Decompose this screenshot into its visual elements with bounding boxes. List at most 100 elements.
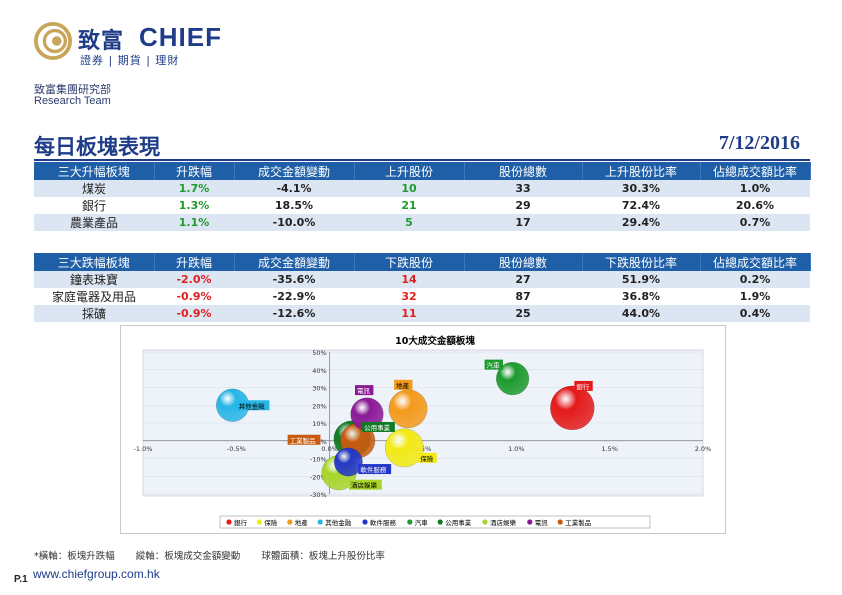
y-tick-label: -10% bbox=[310, 456, 327, 464]
legend-swatch bbox=[226, 519, 232, 525]
legend-swatch bbox=[407, 519, 413, 525]
top-gainers-table: 三大升幅板塊 升跌幅 成交金額變動 上升股份 股份總數 上升股份比率 佔總成交額… bbox=[34, 162, 811, 231]
legend-swatch bbox=[437, 519, 443, 525]
table-cell: 44.0% bbox=[582, 305, 700, 322]
y-tick-label: 20% bbox=[312, 402, 326, 410]
table-header-cell: 下跌股份 bbox=[354, 253, 465, 271]
bubble-label: 銀行 bbox=[576, 382, 590, 391]
bubble-label-box bbox=[574, 380, 593, 391]
table-cell: 72.4% bbox=[621, 199, 661, 212]
footnote-bubble: 球體面積：板塊上升股份比率 bbox=[261, 551, 385, 562]
table-cell: -12.6% bbox=[234, 305, 354, 322]
table-header-cell: 下跌股份比率 bbox=[582, 253, 701, 271]
bubble-label: 電訊 bbox=[357, 386, 371, 395]
table-cell: 銀行 bbox=[81, 199, 106, 213]
department-cn: 致富集團研究部 bbox=[34, 83, 111, 96]
table-cell: 5 bbox=[354, 214, 464, 231]
table-cell: 11 bbox=[354, 305, 464, 322]
footnote-y-axis: 縱軸：板塊成交金額變動 bbox=[135, 551, 241, 562]
table-cell: 1.1% bbox=[154, 214, 234, 231]
table-header-cell: 股份總數 bbox=[464, 253, 583, 271]
table-row: 煤炭 1.7% -4.1% 10 33 30.3% 1.0% bbox=[34, 180, 810, 197]
legend-label: 電訊 bbox=[535, 518, 549, 527]
table-header-cell: 成交金額變動 bbox=[234, 253, 355, 271]
table-header-cell: 升跌幅 bbox=[154, 162, 235, 180]
bubble-label-box bbox=[394, 379, 413, 390]
table-cell: 27 bbox=[464, 271, 582, 288]
logo-subtitle: 證券 | 期貨 | 理財 bbox=[80, 54, 180, 67]
y-tick-label: 30% bbox=[312, 385, 326, 393]
legend-swatch bbox=[362, 519, 368, 525]
logo-mark-icon bbox=[34, 22, 72, 60]
chart-footnote: *橫軸：板塊升跌幅 縱軸：板塊成交金額變動 球體面積：板塊上升股份比率 bbox=[34, 548, 403, 562]
table-header-row: 三大跌幅板塊 升跌幅 成交金額變動 下跌股份 股份總數 下跌股份比率 佔總成交額… bbox=[34, 253, 811, 271]
table-cell: -22.9% bbox=[272, 290, 316, 303]
table-cell: -10.0% bbox=[234, 214, 354, 231]
y-tick-label: -20% bbox=[310, 473, 327, 481]
bubble-label: 地產 bbox=[396, 381, 410, 390]
bubble-label: 公用事業 bbox=[364, 423, 391, 432]
bubble-label: 酒店娛樂 bbox=[351, 481, 378, 490]
legend-label: 其他金融 bbox=[325, 518, 352, 527]
bubble-label-box bbox=[287, 434, 321, 445]
top-losers-table: 三大跌幅板塊 升跌幅 成交金額變動 下跌股份 股份總數 下跌股份比率 佔總成交額… bbox=[34, 253, 811, 322]
table-cell: 0.2% bbox=[700, 271, 810, 288]
table-row: 銀行 1.3% 18.5% 21 29 72.4% 20.6% bbox=[34, 197, 810, 214]
legend-swatch bbox=[482, 519, 488, 525]
title-divider bbox=[34, 159, 810, 161]
table-cell: -0.9% bbox=[154, 305, 234, 322]
table-cell: -35.6% bbox=[234, 271, 354, 288]
department-en: Research Team bbox=[34, 95, 111, 107]
y-tick-label: 40% bbox=[312, 367, 326, 375]
x-tick-label: 1.0% bbox=[508, 445, 525, 453]
logo-cn-text: 致富 bbox=[78, 29, 125, 54]
table-cell: 鐘表珠寶 bbox=[34, 271, 154, 288]
chart-legend: 銀行 保險 地產 其他金融 軟件服務 汽車 公用事業 酒店娛樂 電訊 工業製品 bbox=[219, 515, 651, 529]
bubble-銀行 bbox=[550, 385, 595, 431]
report-date: 7/12/2016 bbox=[718, 132, 800, 154]
table-cell: 14 bbox=[354, 271, 464, 288]
table-header-cell: 股份總數 bbox=[464, 162, 583, 180]
bubble-label-box bbox=[358, 464, 392, 475]
x-tick-label: 0.0% bbox=[321, 445, 338, 453]
table-cell: 21 bbox=[401, 199, 417, 212]
table-row: 採礦 -0.9% -12.6% 11 25 44.0% 0.4% bbox=[34, 305, 810, 322]
legend-label: 汽車 bbox=[415, 518, 429, 527]
page-number: P.1 bbox=[14, 574, 28, 585]
legend-label: 公用事業 bbox=[445, 518, 472, 527]
table-cell: 0.7% bbox=[700, 214, 810, 231]
table-cell: 煤炭 bbox=[34, 180, 154, 197]
table-cell: 1.3% bbox=[178, 199, 210, 212]
legend-label: 地產 bbox=[295, 518, 309, 527]
table-cell: 29 bbox=[515, 199, 531, 212]
legend-label: 工業製品 bbox=[565, 518, 591, 527]
bubble-label: 軟件服務 bbox=[360, 465, 387, 474]
bubble-label-box bbox=[236, 400, 270, 411]
bubble-label-box bbox=[349, 479, 382, 490]
table-cell: -4.1% bbox=[234, 180, 354, 197]
table-cell: 0.4% bbox=[700, 305, 810, 322]
x-tick-label: 1.5% bbox=[601, 445, 618, 453]
table-cell: 87 bbox=[515, 290, 531, 303]
legend-swatch bbox=[287, 519, 293, 525]
table-cell: 36.8% bbox=[621, 290, 661, 303]
bubble-label-box bbox=[355, 385, 374, 396]
website-link[interactable]: www.chiefgroup.com.hk bbox=[33, 567, 160, 581]
table-cell: 家庭電器及用品 bbox=[51, 290, 136, 304]
table-header-cell: 三大升幅板塊 bbox=[34, 162, 155, 180]
bubble-label: 汽車 bbox=[487, 361, 501, 370]
chart-svg: 10大成交金額板塊 50% 40% 30% 20% 10% 0% -10% -20% -30% -… bbox=[134, 335, 712, 529]
table-cell: 1.7% bbox=[154, 180, 234, 197]
axes: 50% 40% 30% 20% 10% 0% -10% -20% -30% -1.0% -0.5% 0… bbox=[134, 349, 712, 499]
logo-en-text: CHIEF bbox=[139, 22, 222, 52]
bubble-label-box bbox=[484, 359, 503, 370]
legend-label: 軟件服務 bbox=[370, 518, 397, 527]
bubble-label-box bbox=[362, 421, 395, 432]
legend-label: 銀行 bbox=[234, 518, 248, 527]
bubble-label-box bbox=[418, 452, 437, 463]
table-cell: 20.6% bbox=[735, 199, 775, 212]
chart-title: 10大成交金額板塊 bbox=[395, 335, 475, 347]
company-logo: 致富 CHIEF 證券 | 期貨 | 理財 bbox=[34, 22, 244, 67]
table-cell: 17 bbox=[464, 214, 582, 231]
table-cell: 18.5% bbox=[274, 199, 314, 212]
